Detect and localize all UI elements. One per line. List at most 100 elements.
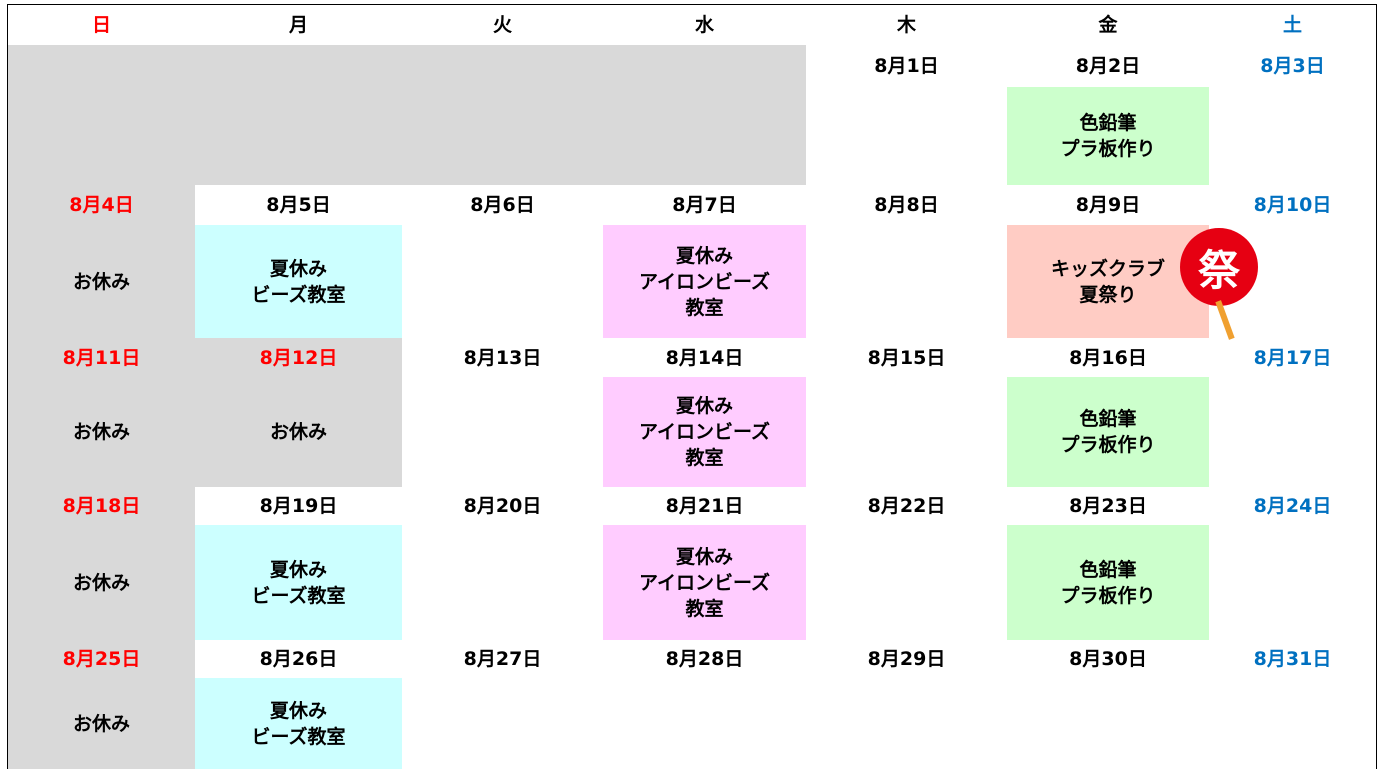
- event-cell: お休み: [8, 678, 196, 769]
- weekday: 土: [1282, 14, 1302, 36]
- date: 8月4日: [69, 194, 134, 216]
- date-cell: 8月15日: [806, 338, 1008, 378]
- weekday: 木: [896, 14, 916, 36]
- event-cell: 夏休み ビーズ教室: [195, 525, 403, 641]
- date: 8月13日: [463, 346, 542, 369]
- date-cell: 8月6日: [402, 185, 604, 226]
- event-text: アイロンビーズ: [638, 571, 771, 594]
- event-text: 教室: [685, 597, 724, 620]
- event-text: 色鉛筆: [1079, 112, 1137, 134]
- weekday-cell: 土: [1209, 5, 1377, 46]
- event-text: お休み: [72, 270, 130, 293]
- event-cell: 夏休み アイロンビーズ 教室: [603, 377, 807, 488]
- event-text: 夏休み: [269, 558, 327, 581]
- date-cell: 8月19日: [195, 487, 403, 526]
- date-cell: 8月20日: [402, 487, 604, 526]
- date-cell: 8月1日: [806, 45, 1008, 88]
- date-cell: 8月5日: [195, 185, 403, 226]
- date-cell: 8月30日: [1007, 640, 1210, 679]
- event-text: 夏休み: [269, 699, 327, 722]
- event-text: 夏祭り: [1079, 283, 1137, 306]
- weekday: 金: [1098, 14, 1118, 36]
- date: 8月21日: [665, 495, 744, 517]
- event-text: ビーズ教室: [251, 725, 346, 748]
- event-text: ビーズ教室: [251, 584, 346, 607]
- date: 8月29日: [867, 648, 946, 670]
- date-cell: 8月26日: [195, 640, 403, 679]
- date: 8月10日: [1253, 194, 1332, 216]
- date: 8月7日: [672, 194, 737, 216]
- event-cell: [806, 377, 1008, 488]
- event-cell: 色鉛筆 プラ板作り: [1007, 525, 1210, 641]
- event-text: 夏休み: [269, 257, 327, 280]
- date-cell: 8月23日: [1007, 487, 1210, 526]
- date: 8月28日: [665, 648, 744, 670]
- weekday: 火: [492, 14, 512, 36]
- event-text: 教室: [685, 447, 724, 469]
- date-cell: 8月2日: [1007, 45, 1210, 88]
- date: 8月19日: [259, 495, 338, 517]
- date: 8月18日: [62, 495, 141, 517]
- event-cell: [806, 225, 1008, 339]
- event-cell: 色鉛筆 プラ板作り: [1007, 377, 1210, 488]
- date-cell: 8月22日: [806, 487, 1008, 526]
- date: 8月30日: [1069, 648, 1147, 670]
- event-text: 夏休み: [675, 244, 733, 267]
- event-cell: お休み: [195, 377, 403, 488]
- date: 8月1日: [874, 55, 939, 77]
- weekday-cell: 金: [1007, 5, 1210, 46]
- date: 8月5日: [266, 194, 331, 216]
- date: 8月24日: [1253, 495, 1332, 517]
- event-text: プラ板作り: [1060, 434, 1156, 456]
- event-cell: 色鉛筆 プラ板作り: [1007, 87, 1210, 186]
- event-cell: お休み: [8, 377, 196, 488]
- weekday: 水: [694, 14, 714, 36]
- date-cell: 8月25日: [8, 640, 196, 679]
- date: 8月25日: [62, 648, 141, 670]
- date: 8月8日: [874, 194, 939, 216]
- event-cell: [402, 678, 604, 769]
- event-text: お休み: [72, 712, 130, 735]
- event-text: 色鉛筆: [1079, 558, 1137, 581]
- weekday-cell: 日: [8, 5, 196, 46]
- date: 8月27日: [463, 648, 542, 670]
- event-text: お休み: [72, 421, 130, 443]
- date-cell: 8月24日: [1209, 487, 1377, 526]
- event-cell: 夏休み ビーズ教室: [195, 225, 403, 339]
- event-cell: [1209, 525, 1377, 641]
- date-cell: 8月31日: [1209, 640, 1377, 679]
- date: 8月15日: [867, 346, 946, 369]
- date-cell: 8月4日: [8, 185, 196, 226]
- date: 8月2日: [1075, 55, 1141, 77]
- event-cell: 夏休みアイロンビーズ 教室: [603, 525, 807, 641]
- event-text: 教室: [685, 296, 724, 319]
- event-text: プラ板作り: [1060, 138, 1156, 160]
- weekday-cell: 火: [402, 5, 604, 46]
- event-cell: [1007, 678, 1210, 769]
- fan-icon: 祭: [1180, 228, 1258, 306]
- weekday-cell: 月: [195, 5, 403, 46]
- date-cell: 8月13日: [402, 338, 604, 378]
- date: 8月6日: [470, 194, 535, 216]
- weekday-cell: 木: [806, 5, 1008, 46]
- date-cell: 8月10日: [1209, 185, 1377, 226]
- event-text: 夏休み: [675, 545, 733, 568]
- date-cell: 8月17日: [1209, 338, 1377, 378]
- event-cell: [402, 377, 604, 488]
- weekday-cell: 水: [603, 5, 807, 46]
- date-cell: 8月11日: [8, 338, 196, 378]
- event-cell: 夏休み アイロンビーズ 教室: [603, 225, 807, 339]
- event-cell: [402, 225, 604, 339]
- date: 8月11日: [62, 346, 141, 369]
- date: 8月20日: [463, 495, 542, 517]
- date-cell: 8月16日: [1007, 338, 1210, 378]
- event-text: ビーズ教室: [251, 283, 346, 306]
- date-cell: 8月12日: [195, 338, 403, 378]
- event-text: お休み: [72, 571, 130, 594]
- event-text: 色鉛筆: [1079, 408, 1137, 430]
- date: 8月31日: [1253, 648, 1332, 670]
- date: 8月23日: [1069, 495, 1147, 517]
- empty-cell: [8, 45, 807, 186]
- frame: [7, 4, 1377, 769]
